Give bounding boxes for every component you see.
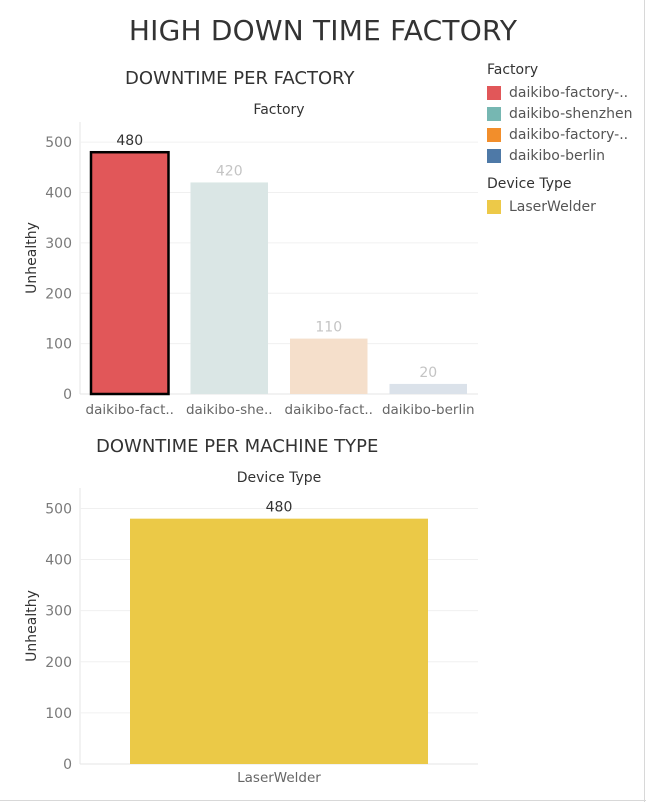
legend-title-factory: Factory (487, 62, 539, 78)
legend-swatch (487, 199, 501, 214)
data-label: 480 (116, 133, 143, 149)
legend-item-device-type-1[interactable]: LaserWelder (487, 196, 596, 217)
y-tick-label: 200 (45, 286, 72, 302)
legend-label: LaserWelder (509, 198, 596, 215)
x-tick-label: daikibo-she.. (186, 402, 273, 418)
legend-swatch (487, 85, 501, 100)
x-tick-label: daikibo-berlin (382, 402, 475, 418)
y-tick-label: 0 (63, 387, 72, 403)
y-tick-label: 0 (63, 757, 72, 773)
dashboard-title: HIGH DOWN TIME FACTORY (128, 14, 518, 47)
y-tick-label: 200 (45, 655, 72, 671)
legend-swatch (487, 148, 501, 163)
data-label: 420 (216, 163, 243, 179)
factory-bar-chart[interactable]: Factory 0 100 200 300 400 500 Unhealthy 480 daiki… (0, 98, 480, 423)
y-tick-label: 300 (45, 604, 72, 620)
y-tick-label: 100 (45, 337, 72, 353)
legend-label: daikibo-berlin (509, 147, 606, 164)
data-label: 480 (266, 500, 293, 516)
legend-title-device-type: Device Type (487, 176, 572, 192)
y-tick-label: 400 (45, 186, 72, 202)
legend-label: daikibo-factory-.. (509, 84, 629, 101)
legend-device-type: Device Type LaserWelder (487, 176, 596, 217)
chart-header: Device Type (237, 470, 322, 486)
bar[interactable] (389, 383, 468, 394)
legend-item-factory-1[interactable]: daikibo-factory-.. (487, 82, 632, 103)
x-tick-label: daikibo-fact.. (86, 402, 174, 418)
y-tick-label: 500 (45, 135, 72, 151)
legend-item-factory-3[interactable]: daikibo-factory-.. (487, 124, 632, 145)
legend-item-factory-4[interactable]: daikibo-berlin (487, 145, 632, 166)
dashboard-border-right (644, 0, 645, 802)
bar[interactable] (190, 182, 269, 394)
legend-swatch (487, 106, 501, 121)
bar[interactable] (130, 518, 428, 764)
chart-header: Factory (253, 102, 304, 118)
dashboard-border-bottom (0, 800, 646, 801)
y-tick-label: 500 (45, 501, 72, 517)
legend-swatch (487, 127, 501, 142)
legend-label: daikibo-shenzhen (509, 105, 633, 122)
y-axis-label: Unhealthy (24, 590, 40, 662)
y-tick-label: 100 (45, 706, 72, 722)
y-tick-label: 300 (45, 236, 72, 252)
x-tick-label: LaserWelder (237, 770, 321, 786)
y-tick-label: 400 (45, 553, 72, 569)
chart-title-machine-type: DOWNTIME PER MACHINE TYPE (96, 436, 379, 457)
bar[interactable] (89, 150, 170, 396)
x-tick-label: daikibo-fact.. (285, 402, 373, 418)
bar[interactable] (290, 338, 368, 394)
chart-title-factory: DOWNTIME PER FACTORY (125, 68, 355, 89)
data-label: 20 (419, 365, 437, 381)
y-axis-label: Unhealthy (24, 222, 40, 294)
legend-factory: Factory daikibo-factory-.. daikibo-shenz… (487, 62, 632, 166)
machine-type-bar-chart[interactable]: Device Type 0 100 200 300 400 500 Unhealthy 480 L… (0, 466, 480, 796)
legend-item-factory-2[interactable]: daikibo-shenzhen (487, 103, 632, 124)
data-label: 110 (315, 320, 342, 336)
legend-label: daikibo-factory-.. (509, 126, 629, 143)
